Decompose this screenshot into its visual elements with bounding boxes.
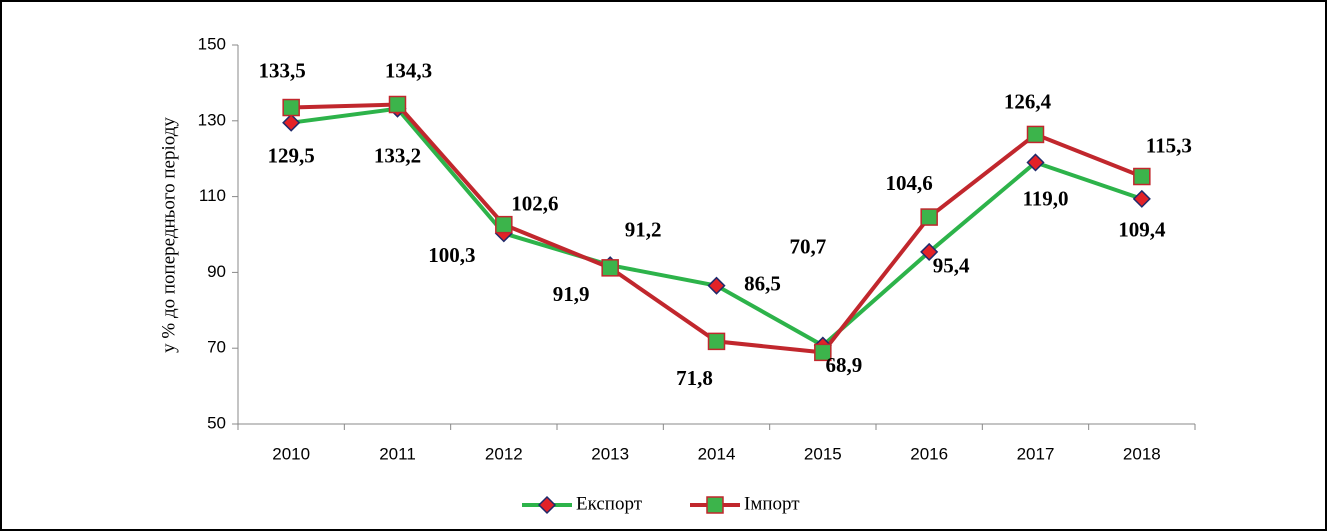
point xyxy=(1026,125,1045,144)
value-label: 71,8 xyxy=(676,366,713,390)
value-label: 134,3 xyxy=(385,58,432,82)
value-label: 68,9 xyxy=(825,353,862,377)
x-tick-label: 2015 xyxy=(804,444,842,463)
x-tick-label: 2014 xyxy=(698,444,736,463)
value-label: 100,3 xyxy=(428,243,475,267)
point xyxy=(495,215,513,234)
point xyxy=(601,259,619,277)
y-tick-label: 70 xyxy=(207,338,226,357)
point xyxy=(920,208,938,226)
value-label: 91,2 xyxy=(625,218,662,242)
x-tick-label: 2012 xyxy=(485,444,523,463)
point xyxy=(282,113,301,132)
x-tick-label: 2011 xyxy=(379,444,416,463)
legend-label: Експорт xyxy=(576,493,643,514)
value-label: 129,5 xyxy=(268,144,315,168)
point xyxy=(707,276,726,295)
point xyxy=(282,98,300,117)
value-label: 95,4 xyxy=(933,254,970,278)
legend-marker xyxy=(537,495,557,515)
y-tick-label: 50 xyxy=(207,413,226,432)
point xyxy=(814,343,832,362)
point xyxy=(1026,153,1045,172)
value-label: 119,0 xyxy=(1022,186,1068,210)
point xyxy=(920,242,939,261)
point xyxy=(1133,167,1151,186)
x-tick-label: 2018 xyxy=(1123,444,1161,463)
value-label: 133,2 xyxy=(374,143,421,167)
x-tick-label: 2016 xyxy=(910,444,948,463)
value-label: 104,6 xyxy=(886,171,933,195)
point xyxy=(707,332,726,351)
value-label: 133,5 xyxy=(259,58,306,82)
value-label: 126,4 xyxy=(1004,89,1052,113)
y-tick-label: 150 xyxy=(198,34,226,53)
y-tick-label: 90 xyxy=(207,262,226,281)
y-tick-label: 130 xyxy=(198,110,226,129)
x-tick-label: 2017 xyxy=(1017,444,1055,463)
x-tick-label: 2013 xyxy=(591,444,629,463)
value-label: 70,7 xyxy=(789,234,826,258)
value-label: 115,3 xyxy=(1146,133,1192,157)
value-label: 102,6 xyxy=(511,191,558,215)
legend-label: Імпорт xyxy=(744,493,800,514)
x-tick-label: 2010 xyxy=(272,444,310,463)
value-label: 91,9 xyxy=(553,282,590,306)
point xyxy=(388,95,407,114)
value-label: 109,4 xyxy=(1118,218,1166,242)
value-label: 86,5 xyxy=(744,271,781,295)
point xyxy=(1132,189,1151,208)
y-axis-label: у % до попереднього періоду xyxy=(158,117,179,353)
y-tick-label: 110 xyxy=(199,186,226,205)
legend-marker xyxy=(706,496,724,514)
